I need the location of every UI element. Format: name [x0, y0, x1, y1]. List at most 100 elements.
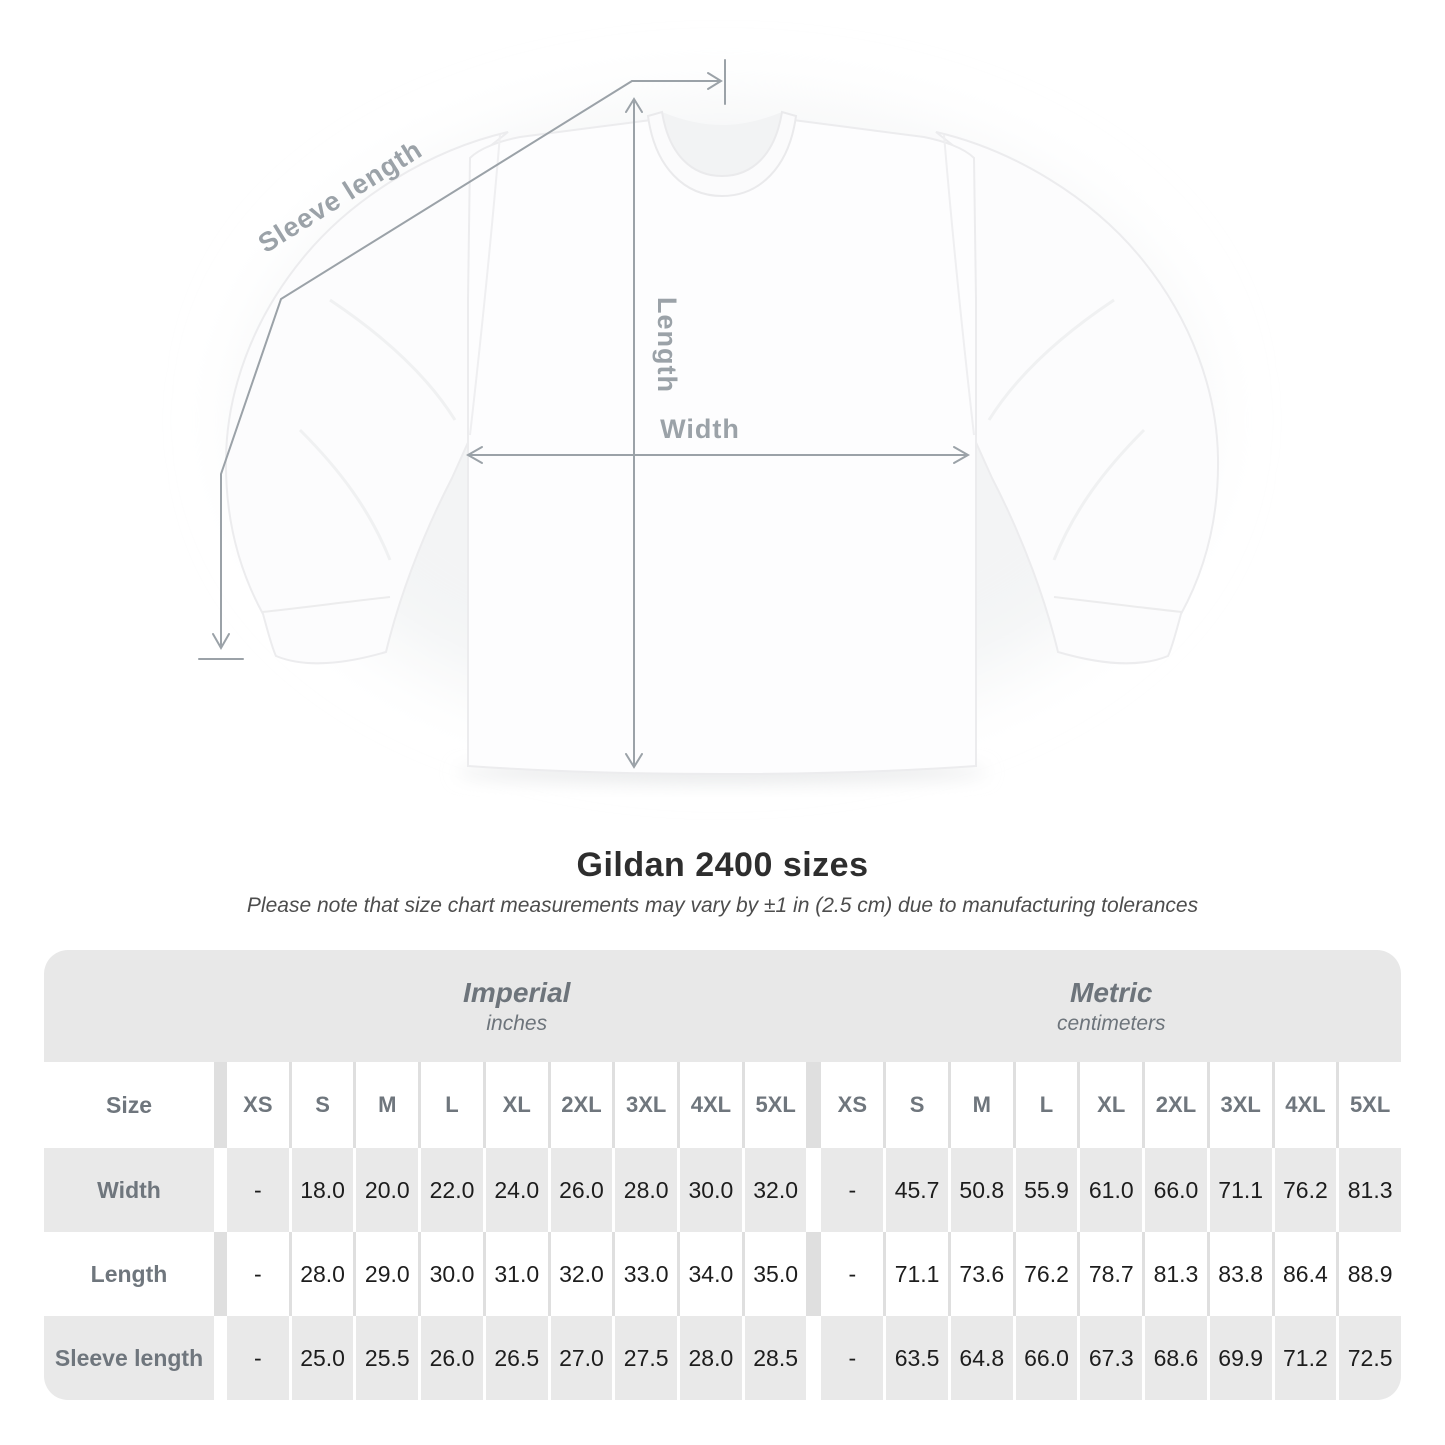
metric-value-cell: 61.0 — [1080, 1148, 1143, 1232]
metric-value-cell: 55.9 — [1015, 1148, 1078, 1232]
left-shoulder-seam — [469, 134, 501, 436]
metric-group-header: Metric centimeters — [822, 950, 1402, 1062]
shirt-diagram: Sleeve length Length Width — [198, 59, 1220, 783]
metric-value-cell: 88.9 — [1339, 1232, 1401, 1316]
metric-size-header: 5XL — [1339, 1062, 1401, 1148]
imperial-size-header: M — [356, 1062, 419, 1148]
unit-divider — [809, 1316, 818, 1400]
imperial-value-cell: 18.0 — [291, 1148, 354, 1232]
length-measure-line — [625, 97, 643, 769]
imperial-value-cell: - — [227, 1148, 289, 1232]
imperial-value-cell: 25.0 — [291, 1316, 354, 1400]
imperial-size-header: XS — [227, 1062, 289, 1148]
right-sleeve-fold — [987, 298, 1115, 421]
imperial-size-header: 2XL — [550, 1062, 613, 1148]
imperial-value-cell: 26.0 — [421, 1316, 483, 1400]
left-sleeve-fold — [329, 298, 457, 421]
shirt-right-sleeve — [935, 131, 1220, 665]
imperial-size-header: S — [291, 1062, 354, 1148]
imperial-value-cell: 30.0 — [680, 1148, 742, 1232]
metric-value-cell: 81.3 — [1339, 1148, 1401, 1232]
imperial-value-cell: 28.0 — [680, 1316, 742, 1400]
column-divider — [217, 1232, 224, 1316]
width-measure-line — [465, 446, 971, 464]
imperial-title: Imperial — [463, 976, 571, 1008]
metric-size-header: L — [1015, 1062, 1078, 1148]
imperial-size-header: 3XL — [615, 1062, 678, 1148]
tolerance-note: Please note that size chart measurements… — [246, 894, 1199, 917]
imperial-value-cell: 22.0 — [421, 1148, 483, 1232]
right-cuff-seam — [1053, 596, 1183, 613]
imperial-value-cell: - — [227, 1232, 289, 1316]
imperial-value-cell: 32.0 — [744, 1148, 807, 1232]
length-label: Length — [652, 297, 682, 393]
metric-value-cell: 71.2 — [1274, 1316, 1337, 1400]
metric-title: Metric — [1070, 976, 1153, 1008]
size-header-row: Size XS S M L XL 2XL 3XL 4XL 5XL XS S M L XL 2XL 3XL 4XL 5… — [44, 1062, 1401, 1148]
metric-size-header: 4XL — [1274, 1062, 1337, 1148]
right-shoulder-seam — [943, 134, 975, 436]
imperial-value-cell: 24.0 — [485, 1148, 548, 1232]
metric-value-cell: 68.6 — [1145, 1316, 1207, 1400]
imperial-value-cell: 25.5 — [356, 1316, 419, 1400]
row-label: Length — [44, 1232, 214, 1316]
shirt-body — [467, 118, 977, 776]
size-table: Imperial inches Metric centimeters Size X… — [44, 950, 1401, 1400]
imperial-value-cell: 20.0 — [356, 1148, 419, 1232]
column-divider — [217, 1316, 224, 1400]
table-row: Length -28.0 29.0 30.0 31.0 32.0 33.0 34.0 35.0-… — [44, 1232, 1401, 1316]
imperial-size-header: L — [421, 1062, 483, 1148]
metric-size-header: S — [886, 1062, 948, 1148]
metric-value-cell: 86.4 — [1274, 1232, 1337, 1316]
metric-value-cell: 67.3 — [1080, 1316, 1143, 1400]
size-header-label: Size — [44, 1062, 214, 1148]
sleeve-length-measure-line — [198, 59, 726, 660]
imperial-value-cell: 27.0 — [550, 1316, 613, 1400]
imperial-value-cell: 28.0 — [291, 1232, 354, 1316]
metric-value-cell: 66.0 — [1145, 1148, 1207, 1232]
imperial-value-cell: 34.0 — [680, 1232, 742, 1316]
imperial-value-cell: 35.0 — [744, 1232, 807, 1316]
imperial-value-cell: 27.5 — [615, 1316, 678, 1400]
table-row: Sleeve length -25.0 25.5 26.0 26.5 27.0 27.5 28… — [44, 1316, 1401, 1400]
imperial-value-cell: 28.5 — [744, 1316, 807, 1400]
metric-value-cell: 71.1 — [886, 1232, 948, 1316]
metric-value-cell: - — [821, 1316, 884, 1400]
left-cuff-seam — [261, 596, 391, 613]
metric-value-cell: 50.8 — [950, 1148, 1013, 1232]
metric-value-cell: 81.3 — [1145, 1232, 1207, 1316]
metric-value-cell: 63.5 — [886, 1316, 948, 1400]
column-divider — [217, 1148, 224, 1232]
metric-value-cell: 83.8 — [1209, 1232, 1272, 1316]
row-label: Width — [44, 1148, 214, 1232]
imperial-unit: inches — [486, 1011, 548, 1035]
imperial-group-header: Imperial inches — [227, 950, 807, 1062]
width-label: Width — [660, 414, 740, 444]
metric-value-cell: 78.7 — [1080, 1232, 1143, 1316]
unit-header-band: Imperial inches Metric centimeters — [44, 950, 1401, 1062]
metric-size-header: 2XL — [1145, 1062, 1207, 1148]
unit-divider — [809, 1148, 818, 1232]
imperial-value-cell: 32.0 — [550, 1232, 613, 1316]
collar-band — [646, 110, 798, 198]
imperial-value-cell: 29.0 — [356, 1232, 419, 1316]
imperial-size-header: XL — [485, 1062, 548, 1148]
page-title: Gildan 2400 sizes — [576, 846, 869, 884]
metric-value-cell: 73.6 — [950, 1232, 1013, 1316]
imperial-value-cell: 26.5 — [485, 1316, 548, 1400]
metric-size-header: XS — [821, 1062, 884, 1148]
metric-value-cell: 76.2 — [1015, 1232, 1078, 1316]
imperial-value-cell: 26.0 — [550, 1148, 613, 1232]
imperial-value-cell: 28.0 — [615, 1148, 678, 1232]
unit-divider — [809, 1062, 818, 1148]
metric-value-cell: 66.0 — [1015, 1316, 1078, 1400]
metric-value-cell: - — [821, 1148, 884, 1232]
collar-opening — [662, 112, 782, 176]
imperial-value-cell: 31.0 — [485, 1232, 548, 1316]
table-row: Width -18.0 20.0 22.0 24.0 26.0 28.0 30.0 32.0-4… — [44, 1148, 1401, 1232]
column-divider — [217, 1062, 224, 1148]
right-sleeve-fold-2 — [1052, 428, 1146, 561]
imperial-value-cell: - — [227, 1316, 289, 1400]
imperial-size-header: 4XL — [680, 1062, 742, 1148]
